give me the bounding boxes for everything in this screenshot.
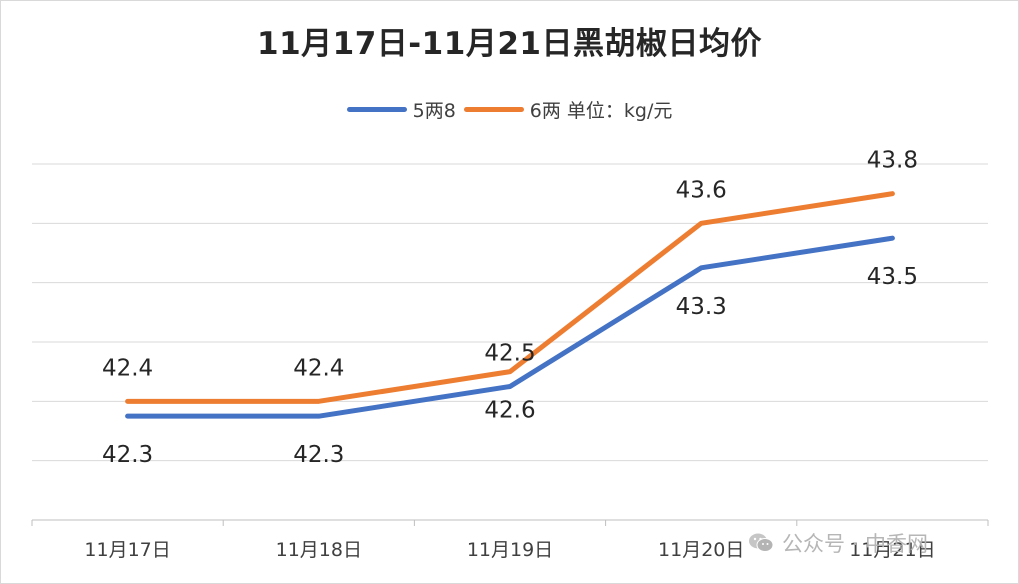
series-1-data-label-2: 42.5 [484,341,535,367]
legend-item-series-2: 6两 单位：kg/元 [463,96,673,123]
series-line-2 [125,191,895,404]
watermark-text: 公众号 · 中香网 [782,532,929,556]
series-1-data-label-4: 43.5 [867,264,918,290]
series-line-1 [125,235,895,419]
wechat-icon [748,532,774,554]
series-2-data-label-3: 43.6 [676,177,727,203]
series-2-data-label-4: 43.8 [867,148,918,174]
chart-title: 11月17日-11月21日黑胡椒日均价 [257,26,762,62]
legend-label-series-1: 5两8 [412,100,456,122]
series-1-data-label-3: 43.3 [676,294,727,320]
x-tick-label-3: 11月20日 [658,539,744,561]
x-tick-label-2: 11月19日 [467,539,553,561]
series-2-data-label-1: 42.4 [293,355,344,381]
legend-swatch-series-1 [346,107,407,112]
watermark: 公众号 · 中香网 [748,528,928,558]
series-1-data-label-0: 42.3 [102,442,153,468]
chart-legend: 5两8 6两 单位：kg/元 [0,96,1019,123]
x-tick-label-1: 11月18日 [276,539,362,561]
x-tick-label-4: 11月21日 [849,539,935,561]
series-2-data-label-2: 42.6 [484,398,535,424]
series-2-data-label-0: 42.4 [102,355,153,381]
series-1-data-label-1: 42.3 [293,442,344,468]
legend-swatch-series-2 [463,107,524,112]
legend-item-series-1: 5两8 [346,96,456,123]
legend-label-series-2: 6两 单位：kg/元 [529,100,673,122]
x-tick-label-0: 11月17日 [84,539,170,561]
